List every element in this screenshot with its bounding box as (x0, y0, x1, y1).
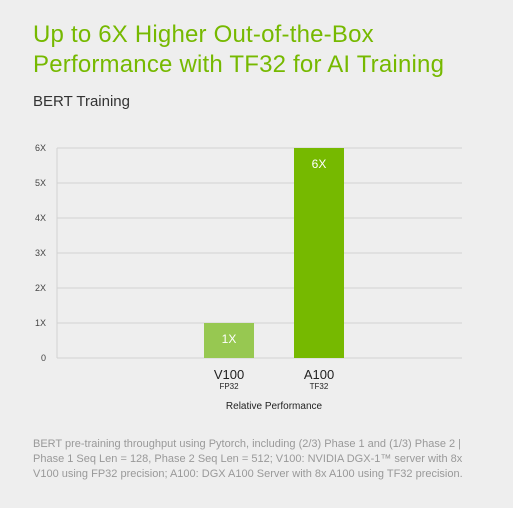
footnote-line-3: V100 using FP32 precision; A100: DGX A10… (33, 468, 463, 480)
y-tick-label: 6X (35, 143, 46, 153)
footnote: BERT pre-training throughput using Pytor… (33, 437, 493, 482)
headline-line-1: Up to 6X Higher Out-of-the-Box (33, 21, 374, 48)
footnote-line-2: Phase 1 Seq Len = 128, Phase 2 Seq Len =… (33, 453, 463, 465)
y-tick-label: 2X (35, 283, 46, 293)
bar-v100 (204, 323, 254, 358)
x-axis-title: Relative Performance (226, 401, 323, 412)
footnote-line-1: BERT pre-training throughput using Pytor… (33, 438, 462, 450)
x-tick-label: V100 (214, 367, 244, 382)
y-tick-label: 3X (35, 248, 46, 258)
y-tick-label: 0 (41, 353, 46, 363)
x-tick-sublabel: TF32 (310, 382, 329, 391)
data-label: 1X (222, 332, 237, 346)
bar-a100 (294, 148, 344, 358)
x-tick-sublabel: FP32 (219, 382, 239, 391)
headline-line-2: Performance with TF32 for AI Training (33, 51, 445, 78)
chart-title: BERT Training (33, 93, 130, 110)
headline: Up to 6X Higher Out-of-the-Box Performan… (33, 20, 503, 80)
x-tick-label: A100 (304, 367, 334, 382)
y-tick-label: 4X (35, 213, 46, 223)
data-label: 6X (312, 157, 327, 171)
y-tick-label: 1X (35, 318, 46, 328)
y-tick-label: 5X (35, 178, 46, 188)
